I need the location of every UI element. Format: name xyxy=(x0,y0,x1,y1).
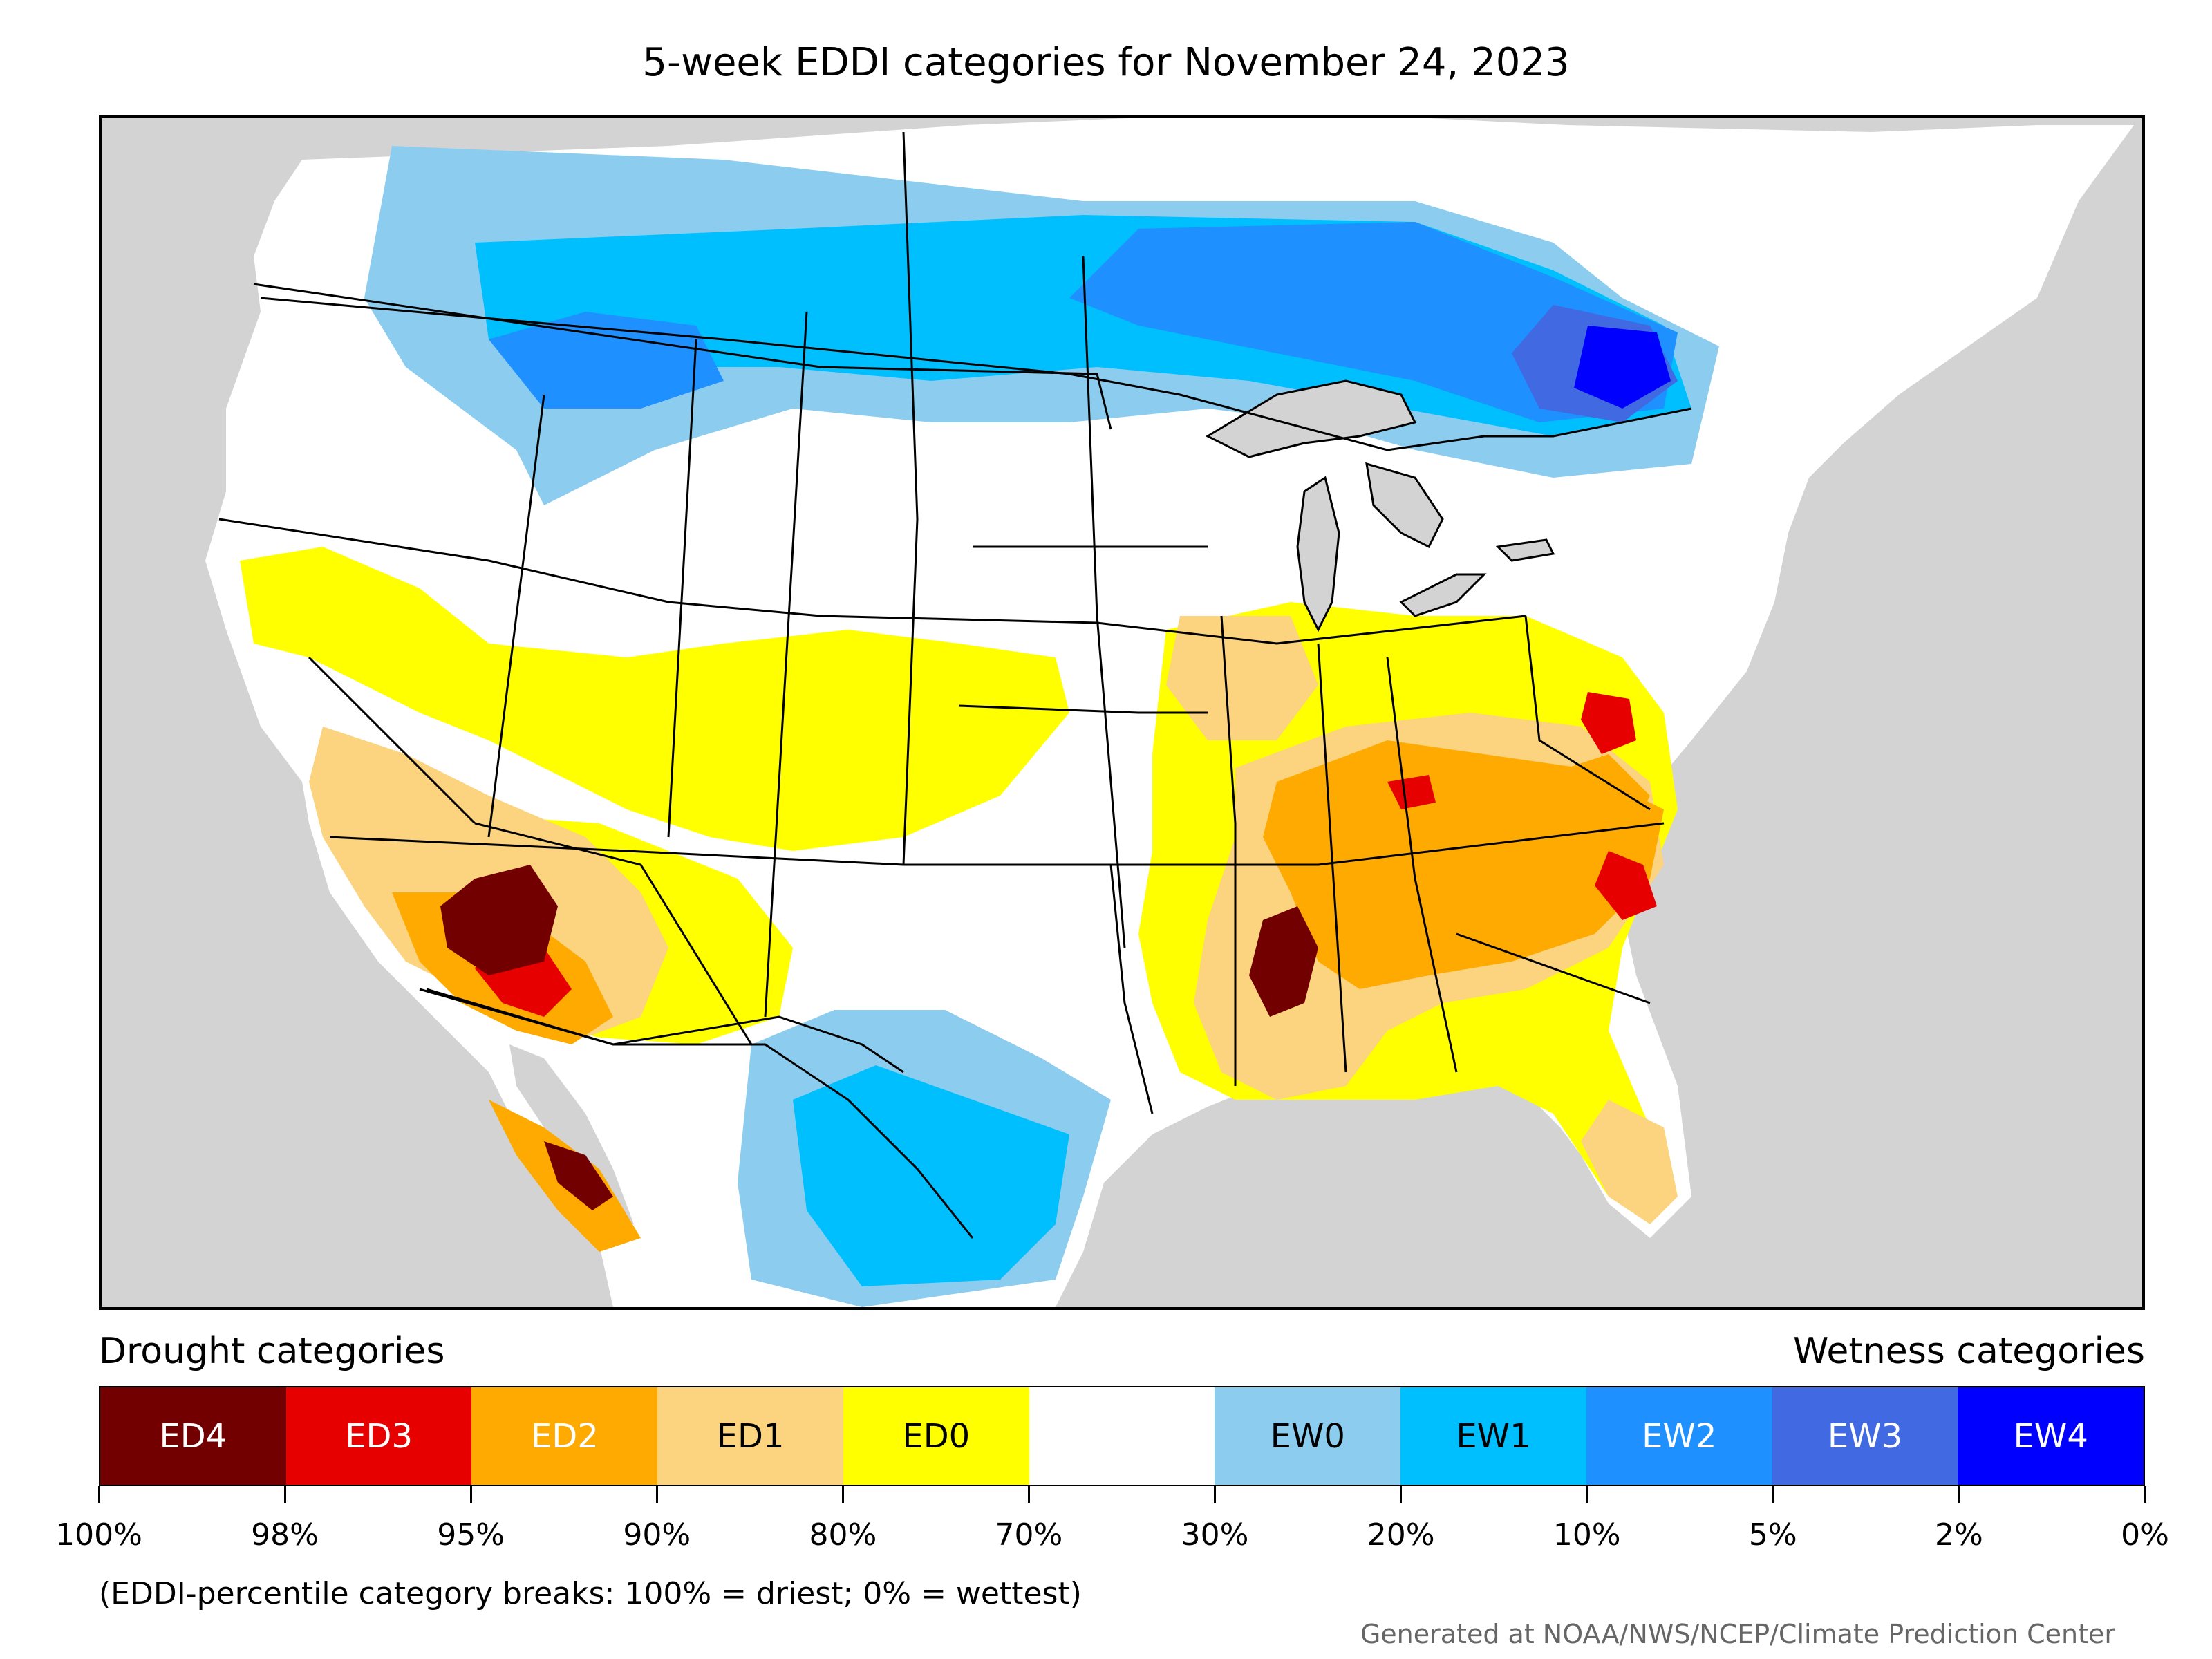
colorbar-cell: ED1 xyxy=(657,1387,843,1485)
colorbar-tick xyxy=(841,1486,844,1503)
colorbar-tick-label: 98% xyxy=(251,1517,319,1553)
colorbar-cell: EW0 xyxy=(1215,1387,1401,1485)
lake-superior xyxy=(1205,379,1417,458)
colorbar-tick xyxy=(1214,1486,1217,1503)
credit-line: Generated at NOAA/NWS/NCEP/Climate Predi… xyxy=(1360,1619,2115,1649)
lake-huron xyxy=(1365,462,1444,549)
colorbar-cell: ED0 xyxy=(843,1387,1029,1485)
colorbar-cell: EW1 xyxy=(1400,1387,1586,1485)
colorbar-tick xyxy=(97,1486,100,1503)
colorbar-tick xyxy=(1027,1486,1030,1503)
lake-erie xyxy=(1399,573,1487,617)
eddi-map xyxy=(99,115,2145,1310)
us-canada-border xyxy=(260,297,1692,451)
colorbar-tick xyxy=(1772,1486,1774,1503)
category-colorbar: ED4 ED3 ED2 ED1 ED0 EW0 EW1 EW2 EW3 EW4 xyxy=(99,1386,2145,1486)
colorbar-tick xyxy=(1958,1486,1960,1503)
colorbar-tick xyxy=(1400,1486,1403,1503)
colorbar-tick xyxy=(469,1486,472,1503)
state-boundaries xyxy=(218,131,1665,1114)
colorbar-tick-label: 100% xyxy=(55,1517,142,1553)
colorbar-tick-label: 90% xyxy=(623,1517,691,1553)
drought-categories-label: Drought categories xyxy=(99,1331,445,1372)
colorbar-tick xyxy=(655,1486,658,1503)
colorbar-cell xyxy=(1029,1387,1215,1485)
us-mexico-border xyxy=(419,988,974,1239)
colorbar-tick-label: 80% xyxy=(809,1517,877,1553)
map-canvas xyxy=(205,118,2134,1307)
colorbar-cell: ED4 xyxy=(100,1387,286,1485)
map-title: 5-week EDDI categories for November 24, … xyxy=(642,40,1570,85)
colorbar-tick-label: 20% xyxy=(1367,1517,1435,1553)
colorbar-ticks xyxy=(97,1486,2146,1507)
footnote: (EDDI-percentile category breaks: 100% =… xyxy=(99,1576,1082,1611)
colorbar-tick-label: 70% xyxy=(995,1517,1063,1553)
colorbar-tick-label: 30% xyxy=(1181,1517,1249,1553)
drought-regions xyxy=(240,547,1678,1252)
colorbar-cell: ED2 xyxy=(471,1387,658,1485)
great-lakes xyxy=(1205,379,1555,632)
colorbar-tick xyxy=(1586,1486,1588,1503)
colorbar-cell: EW2 xyxy=(1586,1387,1772,1485)
colorbar-tick-label: 2% xyxy=(1935,1517,1983,1553)
colorbar-tick-label: 0% xyxy=(2121,1517,2169,1553)
colorbar-tick-label: 5% xyxy=(1748,1517,1797,1553)
colorbar-cell: EW3 xyxy=(1772,1387,1958,1485)
colorbar-tick xyxy=(2144,1486,2146,1503)
lake-ontario xyxy=(1495,538,1555,562)
colorbar-tick-label: 95% xyxy=(437,1517,505,1553)
colorbar-tick xyxy=(283,1486,286,1503)
colorbar-cell: EW4 xyxy=(1958,1387,2144,1485)
colorbar-cell: ED3 xyxy=(285,1387,472,1485)
lake-michigan xyxy=(1296,476,1340,632)
wetness-regions xyxy=(364,146,1719,1307)
wetness-categories-label: Wetness categories xyxy=(1793,1331,2145,1372)
colorbar-tick-label: 10% xyxy=(1553,1517,1621,1553)
